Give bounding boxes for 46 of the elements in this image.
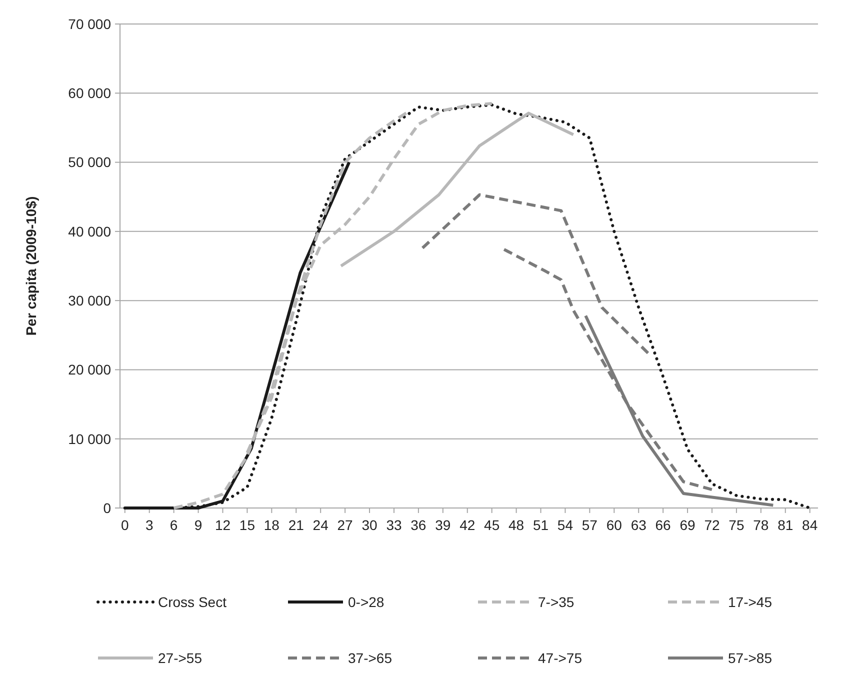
x-tick-label: 60 bbox=[606, 517, 622, 533]
x-tick-label: 63 bbox=[630, 517, 647, 533]
x-tick-label: 75 bbox=[728, 517, 744, 533]
x-tick-label: 9 bbox=[194, 517, 202, 533]
legend-label: Cross Sect bbox=[158, 594, 227, 610]
x-tick-label: 0 bbox=[120, 517, 129, 533]
x-tick-label: 78 bbox=[753, 517, 769, 533]
x-tick-label: 84 bbox=[802, 517, 818, 533]
x-tick-label: 54 bbox=[557, 517, 574, 533]
legend-label: 47->75 bbox=[538, 650, 582, 666]
x-tick-label: 15 bbox=[239, 517, 256, 533]
y-tick-label: 70 000 bbox=[68, 16, 112, 32]
y-axis-title: Per capita (2009-10$) bbox=[23, 196, 39, 336]
y-tick-label: 0 bbox=[103, 500, 112, 516]
legend-label: 57->85 bbox=[728, 650, 772, 666]
x-tick-label: 21 bbox=[288, 517, 304, 533]
x-tick-label: 18 bbox=[264, 517, 280, 533]
x-tick-label: 51 bbox=[532, 517, 549, 533]
x-tick-label: 39 bbox=[435, 517, 451, 533]
x-tick-label: 72 bbox=[704, 517, 720, 533]
x-tick-label: 57 bbox=[582, 517, 598, 533]
x-tick-label: 36 bbox=[410, 517, 426, 533]
legend-label: 17->45 bbox=[728, 594, 772, 610]
y-tick-label: 50 000 bbox=[68, 154, 112, 170]
y-tick-label: 20 000 bbox=[68, 362, 112, 378]
x-tick-label: 27 bbox=[337, 517, 354, 533]
x-tick-label: 33 bbox=[386, 517, 402, 533]
x-tick-label: 45 bbox=[484, 517, 500, 533]
x-tick-label: 3 bbox=[145, 517, 154, 533]
x-tick-label: 66 bbox=[655, 517, 672, 533]
x-tick-label: 12 bbox=[214, 517, 231, 533]
legend-label: 37->65 bbox=[348, 650, 392, 666]
x-tick-label: 6 bbox=[170, 517, 178, 533]
y-tick-label: 40 000 bbox=[68, 223, 112, 240]
legend-label: 27->55 bbox=[158, 650, 202, 666]
y-tick-label: 60 000 bbox=[68, 85, 112, 102]
x-tick-label: 81 bbox=[778, 517, 794, 533]
legend-label: 0->28 bbox=[348, 594, 384, 610]
x-tick-label: 69 bbox=[680, 517, 696, 533]
y-tick-label: 30 000 bbox=[68, 292, 112, 308]
x-tick-label: 48 bbox=[508, 517, 524, 533]
x-tick-label: 42 bbox=[460, 517, 476, 533]
legend-label: 7->35 bbox=[538, 594, 574, 610]
x-tick-label: 24 bbox=[312, 517, 329, 533]
y-tick-label: 10 000 bbox=[68, 430, 112, 447]
x-tick-label: 30 bbox=[362, 517, 378, 533]
